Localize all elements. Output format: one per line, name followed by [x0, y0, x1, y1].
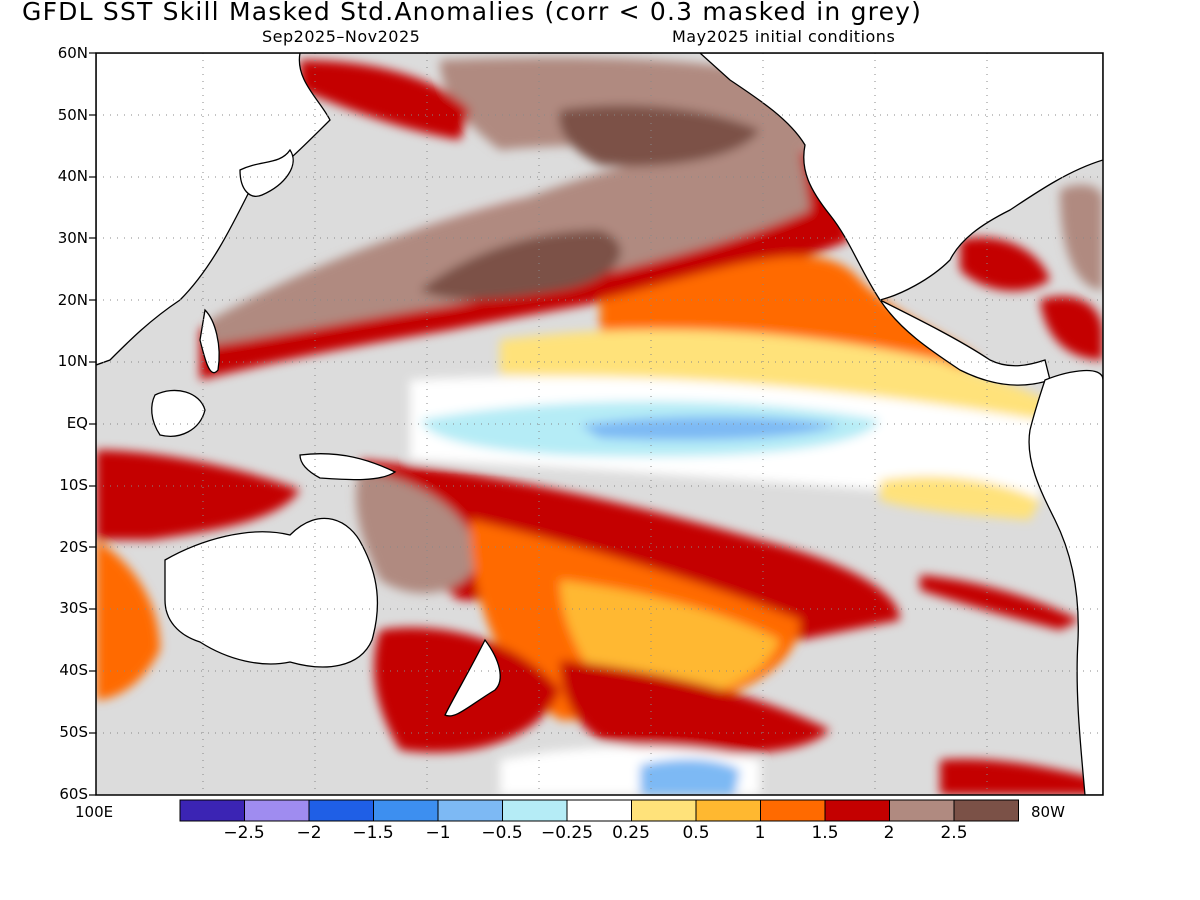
lon-label-80w: 80W: [1031, 803, 1065, 821]
colorbar-label: 2.5: [940, 823, 968, 843]
initial-conditions: May2025 initial conditions: [672, 27, 896, 46]
colorbar-label: −1.5: [352, 823, 394, 843]
colorbar-label: −2.5: [223, 823, 265, 843]
west-pacific-red: [300, 60, 470, 140]
colorbar-label: 1.5: [811, 823, 839, 843]
gulf-of-alaska-dark: [559, 105, 760, 167]
colorbar-label: −0.5: [481, 823, 523, 843]
lat-label-20n: 20N: [57, 291, 88, 309]
map-title: GFDL SST Skill Masked Std.Anomalies (cor…: [22, 0, 923, 26]
new-zealand-land: [444, 638, 501, 717]
colorbar-swatch: [889, 799, 955, 822]
lat-label-60s: 60S: [59, 785, 88, 803]
equatorial-cold-core: [580, 416, 840, 441]
atlantic-brown: [1060, 184, 1103, 290]
colorbar-swatch: [631, 799, 697, 822]
caribbean-red: [1040, 296, 1103, 360]
land-masses: [96, 53, 1103, 795]
philippines-land: [199, 308, 220, 374]
lat-label-30s: 30S: [59, 599, 88, 617]
colorbar-label: −1: [425, 823, 451, 843]
colorbar: [179, 799, 1019, 822]
lat-label-50s: 50S: [59, 723, 88, 741]
colorbar-swatch: [308, 799, 374, 822]
australia-land: [164, 517, 379, 668]
lon-label-100e: 100E: [75, 803, 114, 821]
colorbar-label: −2: [296, 823, 322, 843]
lat-label-10n: 10N: [57, 352, 88, 370]
colorbar-swatch: [953, 799, 1019, 822]
ne-pacific-orange: [600, 256, 980, 380]
lat-label-50n: 50N: [57, 106, 88, 124]
forecast-period: Sep2025–Nov2025: [262, 27, 421, 46]
south-america-coast-yellow: [880, 476, 1040, 520]
graticule: [96, 53, 1103, 795]
lat-label-40s: 40S: [59, 661, 88, 679]
colorbar-swatch: [824, 799, 890, 822]
colorbar-label: 1: [754, 823, 766, 843]
colorbar-label: 0.5: [682, 823, 710, 843]
colorbar-label: 0.25: [612, 823, 650, 843]
colorbar-label: 2: [883, 823, 895, 843]
south-pacific-brown: [356, 470, 480, 594]
borneo-land: [151, 389, 206, 437]
colorbar-swatch: [695, 799, 761, 822]
colorbar-swatch: [244, 799, 310, 822]
colorbar-swatch: [566, 799, 632, 822]
lat-label-40n: 40N: [57, 167, 88, 185]
colorbar-swatch: [760, 799, 826, 822]
indian-ocean-south-orange: [96, 540, 160, 700]
colorbar-swatch: [502, 799, 568, 822]
japan-land: [239, 148, 294, 197]
lat-label-60n: 60N: [57, 44, 88, 62]
lat-label-eq: EQ: [66, 414, 88, 432]
southeast-pacific-red-streak: [940, 759, 1103, 795]
southern-ocean-blue: [640, 758, 740, 795]
lat-label-30n: 30N: [57, 229, 88, 247]
new-guinea-land: [299, 453, 397, 481]
colorbar-swatch: [179, 799, 245, 822]
indian-ocean-red: [96, 450, 300, 540]
lat-ticks: [89, 52, 96, 796]
north-pacific-dark-anomaly: [420, 230, 621, 300]
gulf-of-mexico-red: [960, 237, 1050, 291]
colorbar-swatch: [373, 799, 439, 822]
southern-ocean-red: [560, 660, 830, 754]
colorbar-swatch: [437, 799, 503, 822]
lat-label-20s: 20S: [59, 538, 88, 556]
east-pacific-south-red: [920, 575, 1080, 630]
colorbar-label: −0.25: [540, 823, 594, 843]
lat-label-10s: 10S: [59, 476, 88, 494]
